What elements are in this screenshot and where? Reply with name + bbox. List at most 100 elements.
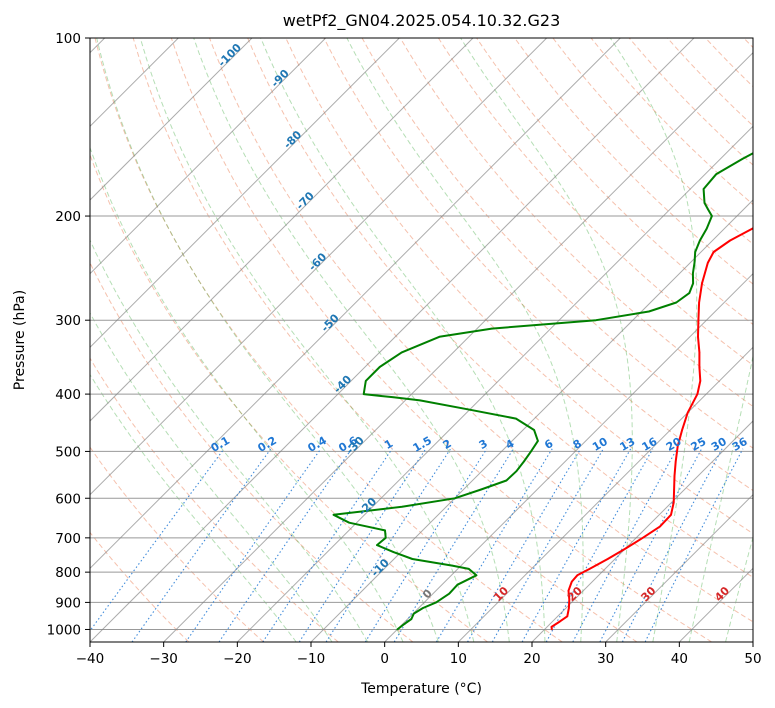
isotherm-line — [310, 199, 753, 642]
temperature-point — [676, 445, 679, 448]
moist-adiabat — [193, 38, 510, 642]
dry-adiabat — [514, 38, 753, 285]
dewpoint-point — [475, 574, 478, 577]
isotherm-line — [384, 272, 753, 642]
moist-adiabat — [90, 311, 333, 642]
dewpoint-point — [378, 366, 381, 368]
dewpoint-point — [435, 601, 437, 604]
dewpoint-point — [648, 310, 650, 313]
moist-adiabat — [609, 38, 698, 642]
isotherm-label: -100 — [215, 41, 244, 70]
mixing-ratio-line — [393, 448, 514, 642]
isotherm-line — [90, 38, 253, 201]
temperature-point — [568, 607, 570, 609]
moist-adiabat — [346, 38, 584, 642]
dewpoint-point — [703, 202, 706, 204]
y-tick-label: 600 — [55, 491, 81, 507]
mixing-ratio-line — [218, 448, 353, 642]
temperature-point — [558, 620, 561, 623]
dewpoint-point — [411, 558, 414, 560]
temperature-point — [571, 580, 573, 583]
dry-adiabat — [667, 38, 753, 127]
mixing-ratio-line — [90, 448, 225, 632]
dewpoint-point — [688, 292, 691, 294]
mixing-ratio-line — [262, 448, 393, 642]
temperature-point — [697, 319, 700, 322]
dewpoint-point — [675, 301, 678, 304]
dry-adiabat — [437, 38, 753, 366]
x-tick-label: 10 — [450, 651, 467, 667]
isotherm-line — [752, 641, 753, 642]
dewpoint-point — [715, 173, 717, 176]
x-tick-label: −20 — [223, 651, 252, 667]
x-tick-label: −40 — [76, 651, 105, 667]
temperature-point — [686, 411, 689, 414]
dry-adiabat — [90, 261, 414, 642]
mixing-ratio-line — [467, 448, 582, 642]
dewpoint-point — [595, 319, 597, 322]
dewpoint-point — [384, 529, 386, 532]
dewpoint-point — [692, 282, 694, 285]
temperature-point — [566, 615, 569, 618]
dewpoint-point — [530, 450, 532, 453]
chart-title: wetPf2_GN04.2025.054.10.32.G23 — [283, 11, 561, 31]
dewpoint-point — [392, 551, 395, 553]
isotherm-line — [90, 38, 400, 349]
mixing-ratio-line — [364, 448, 488, 642]
temperature-point — [698, 351, 701, 354]
temperature-point — [712, 251, 715, 253]
series-layer — [332, 152, 753, 631]
dewpoint-point — [419, 399, 421, 402]
isotherm-line — [90, 38, 621, 570]
dewpoint-profile — [332, 152, 753, 631]
y-tick-label: 300 — [55, 313, 81, 329]
x-tick-label: 30 — [597, 651, 614, 667]
background-lines — [90, 38, 753, 642]
dry-adiabat — [361, 38, 753, 449]
isotherm-line — [605, 493, 753, 642]
temperature-point — [674, 460, 677, 463]
temperature-point — [576, 574, 579, 577]
mixing-ratio-line — [644, 448, 744, 642]
temperature-point — [701, 282, 703, 285]
dewpoint-point — [456, 583, 459, 586]
moist-adiabat — [90, 146, 404, 642]
dewpoint-point — [693, 262, 696, 264]
dry-adiabat — [94, 38, 563, 642]
temperature-point — [550, 626, 553, 628]
isotherm-line — [90, 38, 548, 496]
y-tick-label: 900 — [55, 595, 81, 611]
isotherm-label: -40 — [331, 372, 354, 395]
mixing-ratio-line — [572, 448, 678, 642]
moist-adiabat — [725, 535, 753, 642]
dry-adiabat — [170, 38, 712, 642]
dewpoint-point — [365, 380, 367, 382]
dewpoint-point — [422, 607, 424, 609]
y-axis: 100 200 300 400 500 600 700 800 900 1000 — [47, 31, 90, 638]
dry-adiabat — [552, 38, 753, 245]
isotherm-line — [678, 567, 753, 642]
isotherm-label: -90 — [269, 67, 292, 90]
temperature-point — [551, 628, 553, 631]
mixing-ratio-line — [599, 448, 703, 642]
temperature-point — [672, 501, 675, 504]
y-tick-label: 200 — [55, 209, 81, 225]
dewpoint-point — [438, 336, 441, 338]
dewpoint-point — [392, 396, 395, 399]
dewpoint-point — [468, 568, 470, 570]
x-tick-label: −10 — [297, 651, 326, 667]
dewpoint-point — [451, 564, 454, 567]
temperature-point — [606, 558, 609, 560]
dry-adiabat — [90, 531, 190, 642]
dewpoint-point — [403, 623, 405, 626]
mixing-ratio-line — [185, 448, 322, 642]
temperature-point — [588, 568, 591, 570]
mixing-ratio-line — [621, 448, 723, 642]
temperature-point — [707, 262, 709, 264]
mixing-ratio-label: 1 — [382, 437, 395, 452]
dewpoint-point — [401, 505, 403, 508]
isotherm-line — [90, 38, 695, 642]
temperature-point — [567, 589, 570, 592]
temperature-point — [659, 525, 661, 528]
dewpoint-point — [362, 393, 365, 395]
